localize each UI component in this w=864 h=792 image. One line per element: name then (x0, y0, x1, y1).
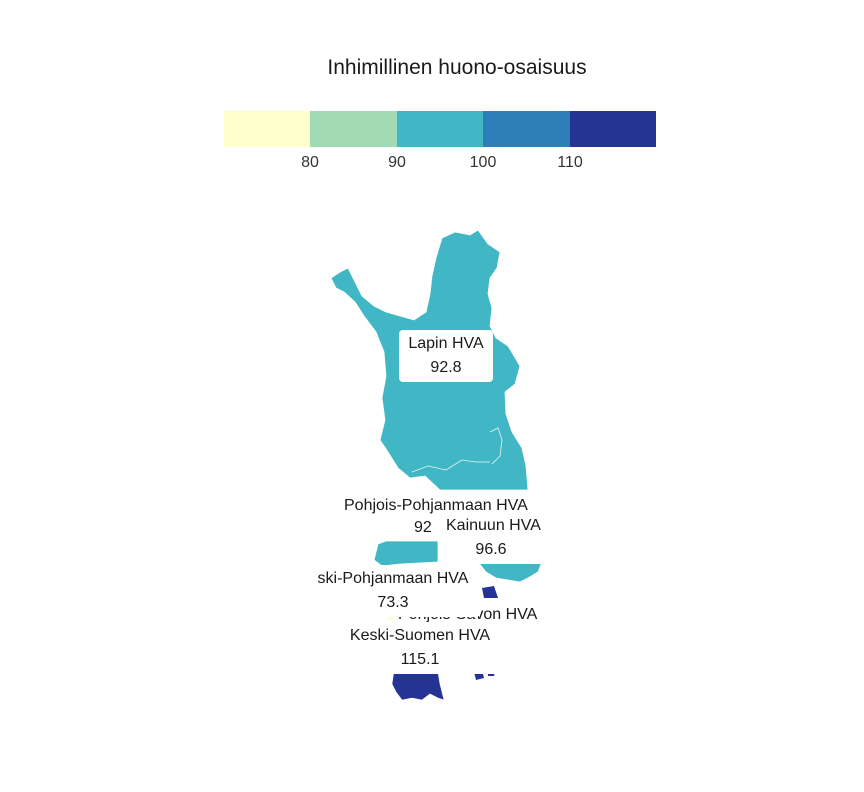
tooltip-value: 92.8 (430, 359, 462, 376)
municipal-boundary (411, 459, 490, 473)
municipal-boundary (489, 427, 503, 465)
scale-bin-2 (310, 111, 397, 147)
legend-title: Inhimillinen huono-osaisuus (327, 56, 587, 79)
scale-tick-110: 110 (557, 154, 583, 171)
label-pohjois-pohjanmaan-hva: Pohjois-Pohjanmaan HVA (336, 492, 536, 520)
color-scale-bar (224, 111, 656, 147)
tooltip-value: 92 (414, 519, 432, 536)
tooltip-value: 73.3 (377, 594, 409, 611)
scale-bin-5 (569, 111, 656, 147)
value-pohjois-pohjanmaan-hva: 92 (414, 514, 444, 542)
scale-tick-80: 80 (301, 154, 319, 171)
tooltip-lapin-hva: Lapin HVA 92.8 (399, 330, 493, 382)
tooltip-name: Lapin HVA (408, 335, 484, 352)
tooltip-value: 115.1 (400, 651, 440, 668)
scale-ticks: 80 90 100 110 (224, 154, 656, 174)
region-pohjois-pohjanmaan-hva[interactable] (373, 540, 439, 567)
scale-tick-100: 100 (469, 154, 497, 171)
scale-tick-90: 90 (388, 154, 406, 171)
scale-bin-1 (224, 111, 311, 147)
scale-bin-4 (483, 111, 570, 147)
region-pohjois-savon-hva[interactable] (482, 586, 498, 598)
region-kainuun-hva[interactable] (477, 561, 543, 583)
tooltip-keski-pohjanmaan-hva: ski-Pohjanmaan HVA 73.3 (306, 565, 480, 617)
scale-bin-3 (396, 111, 484, 147)
tooltip-name: Keski-Suomen HVA (349, 627, 491, 644)
tooltip-value: 96.6 (475, 541, 507, 558)
tooltip-keski-suomen-hva: Keski-Suomen HVA 115.1 (338, 622, 502, 674)
tooltip-name: Kainuun HVA (446, 517, 541, 534)
tooltip-kainuun-hva: Kainuun HVA 96.6 (438, 512, 544, 564)
tooltip-name: Pohjois-Pohjanmaan HVA (344, 497, 528, 514)
tooltip-name: ski-Pohjanmaan HVA (317, 570, 469, 587)
